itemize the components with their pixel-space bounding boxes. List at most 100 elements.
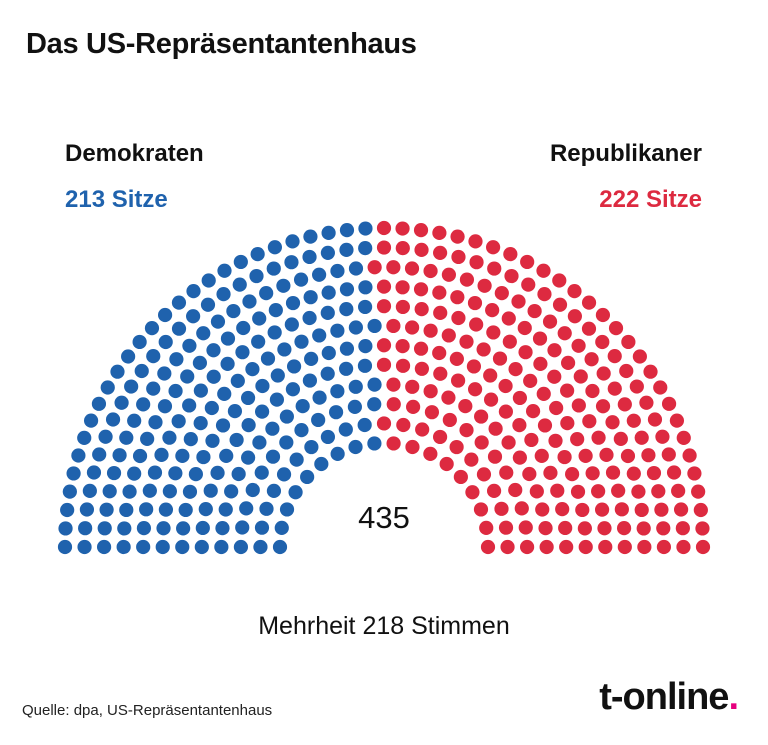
- seat-democrat: [254, 465, 269, 480]
- seat-republican: [423, 323, 438, 338]
- seat-republican: [465, 485, 480, 500]
- seat-republican: [459, 334, 474, 349]
- seat-democrat: [255, 378, 270, 394]
- seat-democrat: [253, 539, 268, 555]
- seat-democrat: [156, 521, 171, 536]
- seat-democrat: [286, 359, 302, 374]
- seat-republican: [616, 521, 632, 536]
- seat-democrat: [229, 432, 244, 448]
- seat-republican: [503, 246, 518, 262]
- seat-republican: [537, 418, 553, 433]
- seat-democrat: [321, 285, 336, 300]
- republicans-label: Republikaner: [549, 140, 702, 167]
- seat-republican: [617, 397, 632, 412]
- seat-democrat: [214, 539, 229, 555]
- seat-democrat: [339, 223, 355, 238]
- seat-democrat: [289, 452, 304, 467]
- source-note: Quelle: dpa, US-Repräsentantenhaus: [22, 702, 273, 719]
- seat-republican: [617, 539, 632, 555]
- seat-republican: [595, 334, 610, 350]
- seat-republican: [450, 229, 465, 244]
- seat-republican: [451, 249, 466, 265]
- seat-democrat: [158, 502, 174, 517]
- seat-republican: [464, 452, 479, 467]
- seat-democrat: [259, 501, 274, 516]
- seat-democrat: [300, 469, 315, 485]
- seat-democrat: [312, 390, 327, 405]
- seat-democrat: [188, 467, 203, 482]
- seat-republican: [485, 303, 500, 318]
- democrats-label: Demokraten: [65, 140, 204, 167]
- seat-democrat: [367, 436, 382, 451]
- seat-democrat: [205, 433, 220, 448]
- seat-democrat: [97, 521, 112, 536]
- seat-republican: [555, 502, 570, 517]
- seat-democrat: [284, 317, 299, 332]
- seat-republican: [634, 502, 649, 518]
- seat-republican: [432, 285, 447, 300]
- seat-democrat: [217, 263, 232, 278]
- seat-republican: [473, 502, 489, 517]
- seat-republican: [468, 234, 483, 249]
- seat-democrat: [106, 465, 122, 481]
- seat-democrat: [219, 448, 234, 464]
- seat-republican: [619, 363, 634, 379]
- seat-republican: [529, 484, 544, 499]
- seat-republican: [511, 294, 526, 309]
- total-seats-label: 435: [358, 500, 410, 535]
- seat-republican: [467, 295, 483, 311]
- seat-republican: [536, 386, 551, 401]
- seat-democrat: [330, 323, 345, 338]
- seat-democrat: [168, 383, 183, 399]
- seat-democrat: [255, 404, 270, 419]
- seat-republican: [532, 331, 548, 346]
- seat-republican: [476, 342, 491, 357]
- seat-republican: [432, 345, 447, 361]
- seat-democrat: [367, 318, 382, 334]
- seat-republican: [376, 279, 392, 294]
- seat-democrat: [267, 240, 282, 255]
- seat-republican: [466, 359, 482, 374]
- seat-democrat: [157, 307, 173, 323]
- seat-democrat: [348, 379, 363, 394]
- seat-democrat: [92, 447, 107, 462]
- seat-republican: [582, 414, 597, 429]
- seat-republican: [480, 539, 496, 555]
- seat-democrat: [348, 439, 363, 455]
- seat-republican: [656, 539, 672, 555]
- seat-republican: [693, 502, 708, 518]
- seat-republican: [498, 404, 513, 419]
- seat-democrat: [245, 482, 260, 498]
- seat-democrat: [239, 501, 254, 516]
- seat-democrat: [193, 415, 208, 431]
- seat-republican: [654, 502, 669, 517]
- seat-republican: [395, 241, 410, 256]
- seat-democrat: [146, 381, 161, 396]
- seat-democrat: [302, 310, 317, 326]
- seat-republican: [518, 520, 533, 535]
- parliament-chart: [57, 220, 711, 555]
- seat-republican: [501, 435, 516, 450]
- seat-democrat: [236, 320, 251, 336]
- seat-republican: [486, 483, 502, 499]
- seat-democrat: [60, 502, 75, 518]
- seat-republican: [467, 382, 483, 397]
- seat-democrat: [250, 246, 265, 262]
- seat-republican: [571, 338, 586, 353]
- seat-republican: [432, 429, 448, 445]
- seat-democrat: [358, 241, 373, 256]
- seat-democrat: [105, 412, 121, 427]
- seat-republican: [548, 433, 563, 448]
- seat-republican: [565, 467, 580, 482]
- seat-democrat: [312, 267, 327, 282]
- seat-republican: [395, 221, 410, 236]
- seat-democrat: [220, 331, 236, 346]
- seat-republican: [405, 439, 420, 455]
- seat-republican: [504, 268, 519, 284]
- seat-republican: [469, 317, 484, 332]
- seat-democrat: [320, 429, 336, 445]
- seat-democrat: [71, 448, 86, 463]
- seat-democrat: [132, 334, 147, 350]
- seat-republican: [558, 520, 573, 536]
- seat-republican: [524, 432, 539, 448]
